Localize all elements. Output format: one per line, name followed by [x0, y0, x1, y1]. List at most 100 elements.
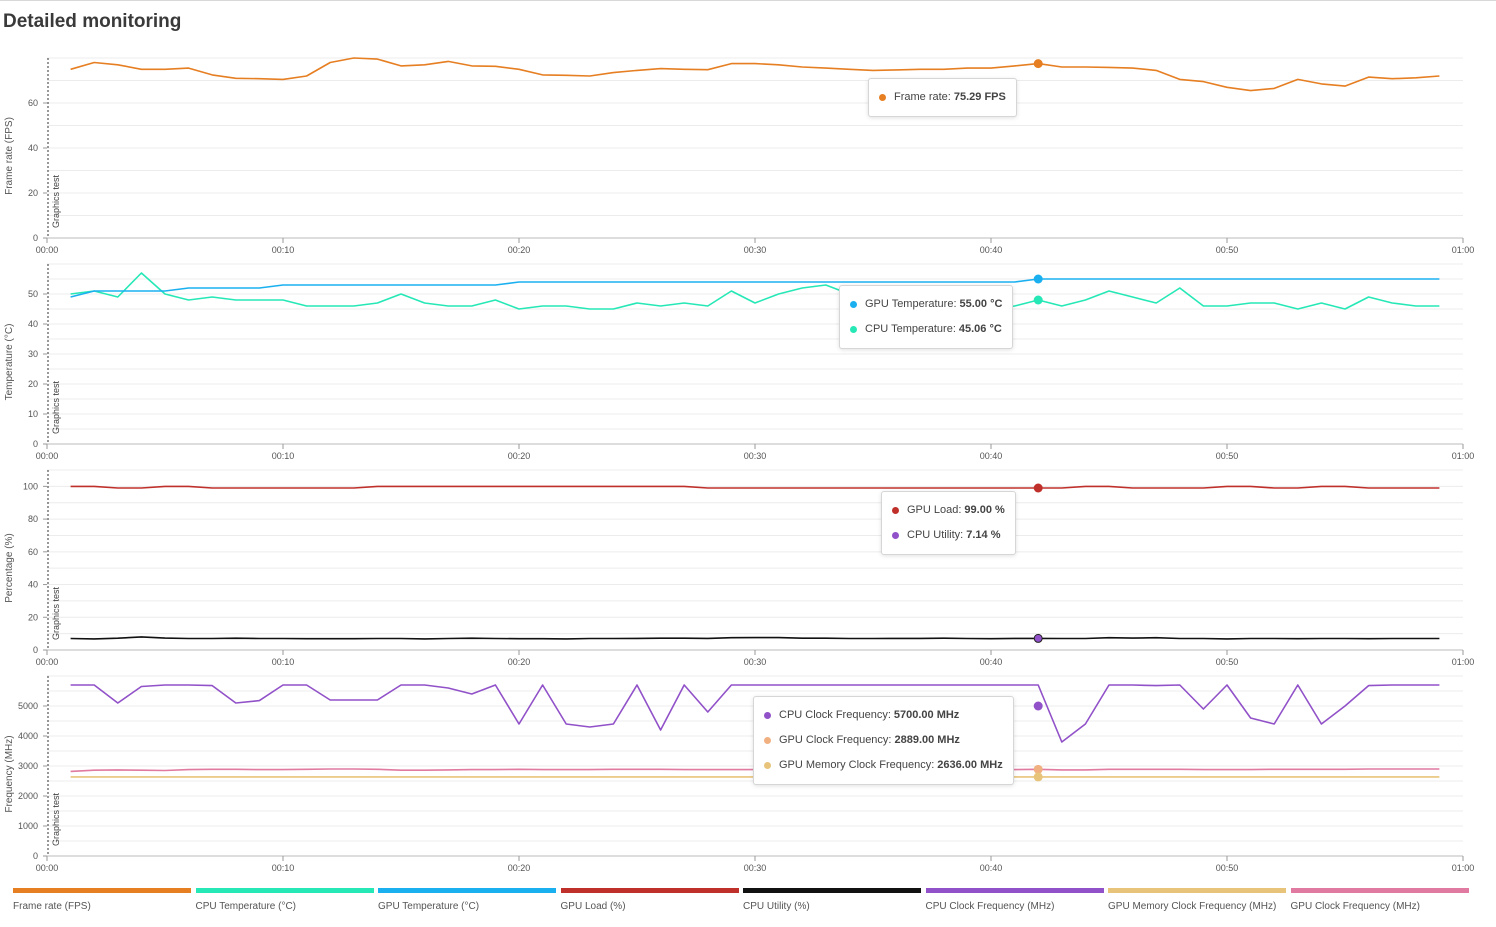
series-line-cpu-utility — [70, 636, 1440, 640]
legend-swatch — [560, 888, 739, 893]
tooltip-value: 7.14 % — [966, 529, 1001, 541]
tooltip-value: 45.06 °C — [958, 323, 1002, 335]
legend-item[interactable]: CPU Temperature (°C) — [195, 888, 374, 912]
y-tick-label: 0 — [33, 233, 38, 243]
legend-label: GPU Temperature (°C) — [378, 901, 480, 912]
test-marker-label: Graphics test — [51, 586, 61, 640]
tooltip-row: GPU Memory Clock Frequency: 2636.00 MHz — [764, 753, 1003, 778]
chart-panel-3: 0 20 40 60 80 100 00:00 00:10 00:20 00:30 00:40 00:… — [4, 469, 1474, 667]
legend-label: CPU Clock Frequency (MHz) — [925, 901, 1055, 912]
tooltip-fps: Frame rate: 75.29 FPS — [868, 78, 1017, 117]
y-tick-label: 100 — [23, 481, 38, 491]
tooltip-value: 99.00 % — [964, 504, 1005, 516]
chart-panel-4: 0 1000 2000 3000 4000 5000 00:00 00:10 00:20 00:3… — [4, 675, 1475, 873]
legend-swatch — [378, 888, 556, 893]
tooltip-row: CPU Clock Frequency: 5700.00 MHz — [764, 703, 1003, 728]
x-tick-label: 00:10 — [272, 451, 295, 461]
hover-point — [1033, 274, 1043, 284]
x-tick-label: 01:00 — [1452, 245, 1475, 255]
legend-item[interactable]: Frame rate (FPS) — [13, 888, 191, 912]
legend-swatch — [195, 888, 374, 893]
y-tick-label: 20 — [28, 188, 38, 198]
tooltip-label: GPU Memory Clock Frequency: — [779, 759, 935, 771]
tooltip-value: 2636.00 MHz — [937, 759, 1003, 771]
legend-swatch — [925, 888, 1104, 893]
legend-item[interactable]: CPU Clock Frequency (MHz) — [925, 888, 1104, 912]
x-tick-label: 00:10 — [272, 657, 295, 667]
series-dot-icon — [764, 712, 771, 719]
x-tick-label: 01:00 — [1452, 863, 1475, 873]
y-tick-label: 2000 — [18, 791, 38, 801]
legend-item[interactable]: GPU Load (%) — [560, 888, 739, 912]
y-tick-label: 4000 — [18, 731, 38, 741]
page-title: Detailed monitoring — [3, 11, 182, 32]
series-line-cpu-temperature-c — [70, 272, 1440, 310]
x-tick-label: 00:10 — [272, 863, 295, 873]
hover-point — [1033, 59, 1043, 69]
y-tick-label: 20 — [28, 612, 38, 622]
legend-swatch — [1108, 888, 1286, 893]
legend-item[interactable]: GPU Memory Clock Frequency (MHz) — [1108, 888, 1286, 912]
tooltip-row: GPU Load: 99.00 % — [892, 498, 1005, 523]
tooltip-row: Frame rate: 75.29 FPS — [879, 85, 1006, 110]
x-tick-label: 00:50 — [1216, 863, 1239, 873]
x-tick-label: 00:10 — [272, 245, 295, 255]
x-tick-label: 00:20 — [508, 863, 531, 873]
top-border — [0, 0, 1496, 1]
test-marker-label: Graphics test — [51, 380, 61, 434]
x-tick-label: 00:30 — [744, 657, 767, 667]
y-axis-label: Temperature (°C) — [4, 324, 15, 401]
x-tick-label: 00:20 — [508, 451, 531, 461]
y-tick-label: 0 — [33, 439, 38, 449]
series-line-frame-rate-fps — [70, 57, 1440, 92]
series-line-cpu-clock-frequency-mhz — [70, 684, 1440, 743]
legend-label: CPU Utility (%) — [743, 901, 810, 912]
y-tick-label: 0 — [33, 851, 38, 861]
series-dot-icon — [764, 762, 771, 769]
tooltip-label: CPU Utility: — [907, 529, 964, 541]
x-tick-label: 00:00 — [36, 657, 59, 667]
x-tick-label: 00:30 — [744, 863, 767, 873]
hover-point — [1033, 764, 1043, 774]
legend-label: GPU Memory Clock Frequency (MHz) — [1108, 901, 1277, 912]
tooltip-freq: CPU Clock Frequency: 5700.00 MHz GPU Clock… — [753, 696, 1014, 785]
legend-swatch — [13, 888, 191, 893]
y-tick-label: 3000 — [18, 761, 38, 771]
legend-label: GPU Load (%) — [560, 901, 626, 912]
hover-point — [1033, 295, 1043, 305]
test-marker-label: Graphics test — [51, 174, 61, 228]
y-tick-label: 0 — [33, 645, 38, 655]
series-dot-icon — [850, 326, 857, 333]
y-tick-label: 40 — [28, 143, 38, 153]
series-dot-icon — [892, 507, 899, 514]
series-dot-icon — [764, 737, 771, 744]
y-tick-label: 50 — [28, 289, 38, 299]
tooltip-label: CPU Clock Frequency: — [779, 709, 891, 721]
legend-label: CPU Temperature (°C) — [195, 901, 297, 912]
tooltip-temp: GPU Temperature: 55.00 °C CPU Temperature:… — [839, 285, 1014, 349]
tooltip-row: CPU Utility: 7.14 % — [892, 523, 1005, 548]
tooltip-value: 2889.00 MHz — [894, 734, 960, 746]
y-tick-label: 40 — [28, 319, 38, 329]
tooltip-label: GPU Load: — [907, 504, 962, 516]
legend-swatch — [743, 888, 921, 893]
legend-label: Frame rate (FPS) — [13, 901, 91, 912]
series-dot-icon — [892, 532, 899, 539]
hover-point — [1033, 701, 1043, 711]
y-tick-label: 20 — [28, 379, 38, 389]
tooltip-label: Frame rate: — [894, 91, 951, 103]
hover-point — [1033, 772, 1043, 782]
legend-label: GPU Clock Frequency (MHz) — [1290, 901, 1420, 912]
series-line-gpu-temperature-c — [70, 278, 1440, 298]
legend-item[interactable]: CPU Utility (%) — [743, 888, 921, 912]
x-tick-label: 00:50 — [1216, 245, 1239, 255]
y-tick-label: 60 — [28, 98, 38, 108]
legend-item[interactable]: GPU Temperature (°C) — [378, 888, 556, 912]
tooltip-value: 5700.00 MHz — [893, 709, 960, 721]
chart-panel-1: 0 20 40 60 00:00 00:10 00:20 00:30 00:40 00:50 01:… — [4, 57, 1475, 255]
y-axis-label: Frame rate (FPS) — [4, 117, 15, 195]
legend: Frame rate (FPS) CPU Temperature (°C) GPU … — [0, 888, 1496, 918]
legend-item[interactable]: GPU Clock Frequency (MHz) — [1290, 888, 1469, 912]
tooltip-label: GPU Temperature: — [865, 298, 957, 310]
